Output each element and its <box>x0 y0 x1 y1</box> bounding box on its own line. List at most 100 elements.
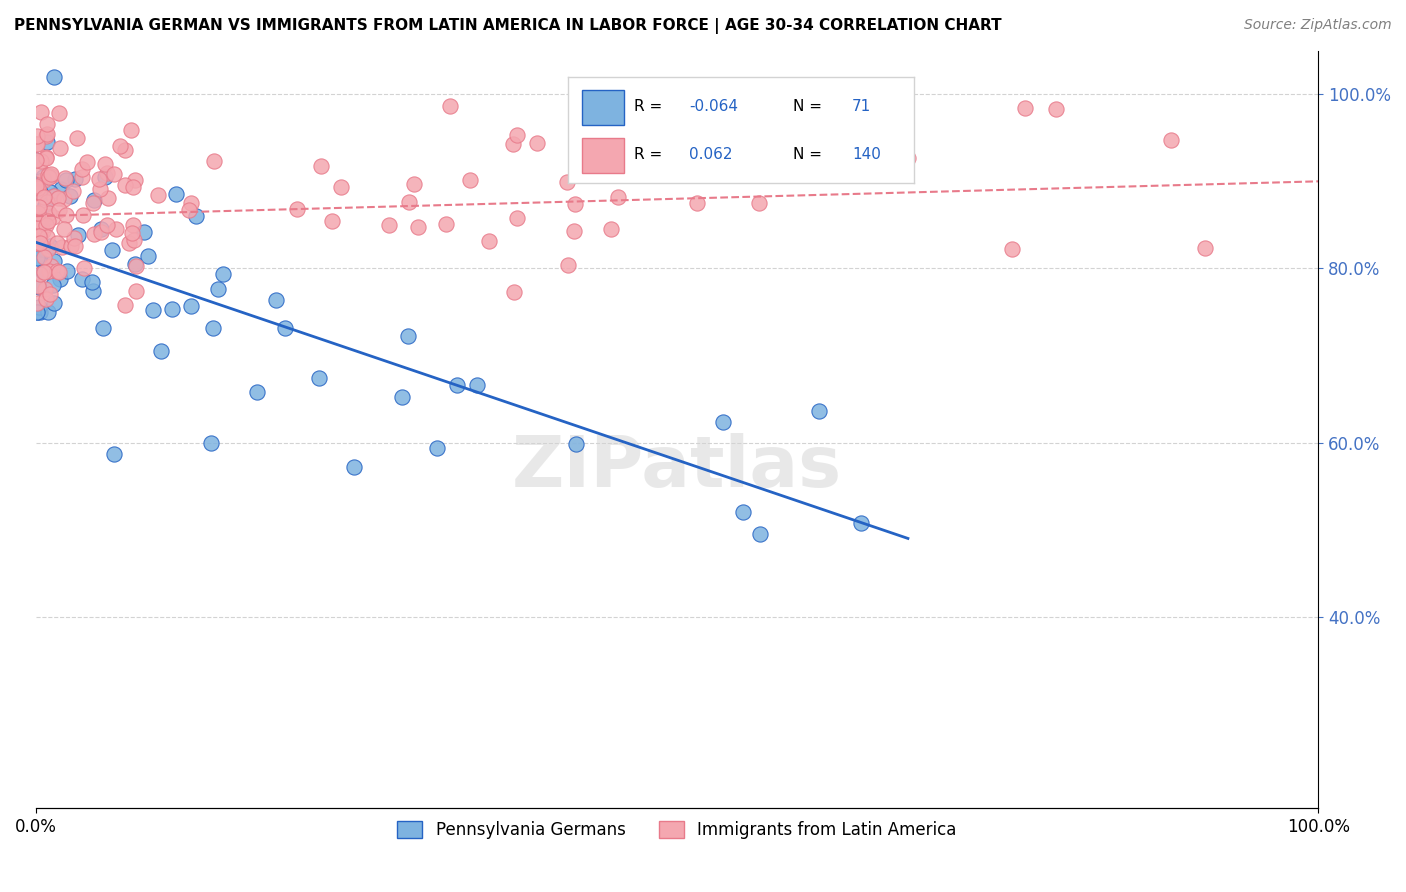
Point <box>28 305 51 319</box>
Point <box>82 275 104 289</box>
Point <box>122 219 145 233</box>
Point <box>28 213 51 227</box>
Point <box>142 302 165 317</box>
Point <box>25 209 48 223</box>
Point <box>202 154 225 169</box>
Point <box>28 185 51 199</box>
Point <box>661 153 683 168</box>
Point <box>27 200 49 214</box>
Point <box>37 117 59 131</box>
Point <box>34 292 56 306</box>
Point <box>70 169 93 184</box>
Point <box>713 415 735 429</box>
Point <box>28 185 51 199</box>
Point <box>66 227 89 242</box>
Point <box>30 105 52 120</box>
Point <box>27 181 49 195</box>
Point <box>28 229 51 244</box>
Point <box>849 516 872 530</box>
Point <box>30 214 52 228</box>
Point <box>124 259 146 273</box>
Point <box>398 195 420 210</box>
Point <box>180 300 202 314</box>
Point <box>595 138 617 153</box>
Point <box>25 251 48 265</box>
Point <box>31 265 53 279</box>
Point <box>555 175 578 189</box>
Point <box>70 161 93 176</box>
Point <box>446 378 468 392</box>
Point <box>124 173 146 187</box>
Point <box>39 185 62 199</box>
Point <box>202 321 225 335</box>
Point <box>37 305 59 319</box>
Point <box>66 131 89 145</box>
Point <box>30 216 52 230</box>
Point <box>31 214 53 228</box>
Point <box>748 196 770 211</box>
Point <box>76 155 98 169</box>
Point <box>59 239 82 253</box>
Point <box>308 371 330 385</box>
Point <box>200 435 222 450</box>
Point <box>121 179 143 194</box>
Point <box>53 222 76 236</box>
Point <box>1001 242 1024 256</box>
Point <box>56 264 79 278</box>
Point <box>120 123 142 137</box>
Point <box>28 219 51 234</box>
Point <box>600 222 623 236</box>
Point <box>48 106 70 120</box>
Point <box>321 214 343 228</box>
Point <box>121 226 143 240</box>
Point <box>96 166 118 180</box>
Point <box>849 135 872 149</box>
Point <box>808 403 831 417</box>
Point <box>82 285 104 299</box>
Point <box>426 441 449 455</box>
Point <box>477 234 499 248</box>
Point <box>35 151 58 165</box>
Point <box>557 258 579 272</box>
Point <box>42 278 65 293</box>
Point <box>165 187 187 202</box>
Point <box>89 182 111 196</box>
Point <box>96 218 118 232</box>
Point <box>35 149 58 163</box>
Point <box>73 260 96 275</box>
Point <box>59 189 82 203</box>
Point <box>41 169 63 183</box>
Point <box>32 169 55 184</box>
Point <box>38 170 60 185</box>
Point <box>35 135 58 149</box>
Point <box>27 206 49 220</box>
Point <box>897 152 920 166</box>
Point <box>93 169 115 184</box>
Point <box>90 225 112 239</box>
Point <box>502 137 524 152</box>
Point <box>35 230 58 244</box>
Point <box>439 99 461 113</box>
Point <box>32 190 55 204</box>
Point <box>114 298 136 312</box>
Point <box>1045 103 1067 117</box>
Point <box>30 229 52 244</box>
Point <box>28 280 51 294</box>
Point <box>343 459 366 474</box>
Point <box>44 70 66 84</box>
Point <box>246 385 269 400</box>
Point <box>39 286 62 301</box>
Point <box>46 191 69 205</box>
Point <box>37 243 59 257</box>
Point <box>25 305 48 319</box>
Point <box>108 139 131 153</box>
Point <box>1014 101 1036 115</box>
Point <box>32 265 55 279</box>
Point <box>179 202 201 217</box>
Point <box>25 128 48 143</box>
Point <box>329 180 352 194</box>
Point <box>104 222 127 236</box>
Point <box>606 190 628 204</box>
Point <box>101 244 124 258</box>
Point <box>136 249 159 263</box>
